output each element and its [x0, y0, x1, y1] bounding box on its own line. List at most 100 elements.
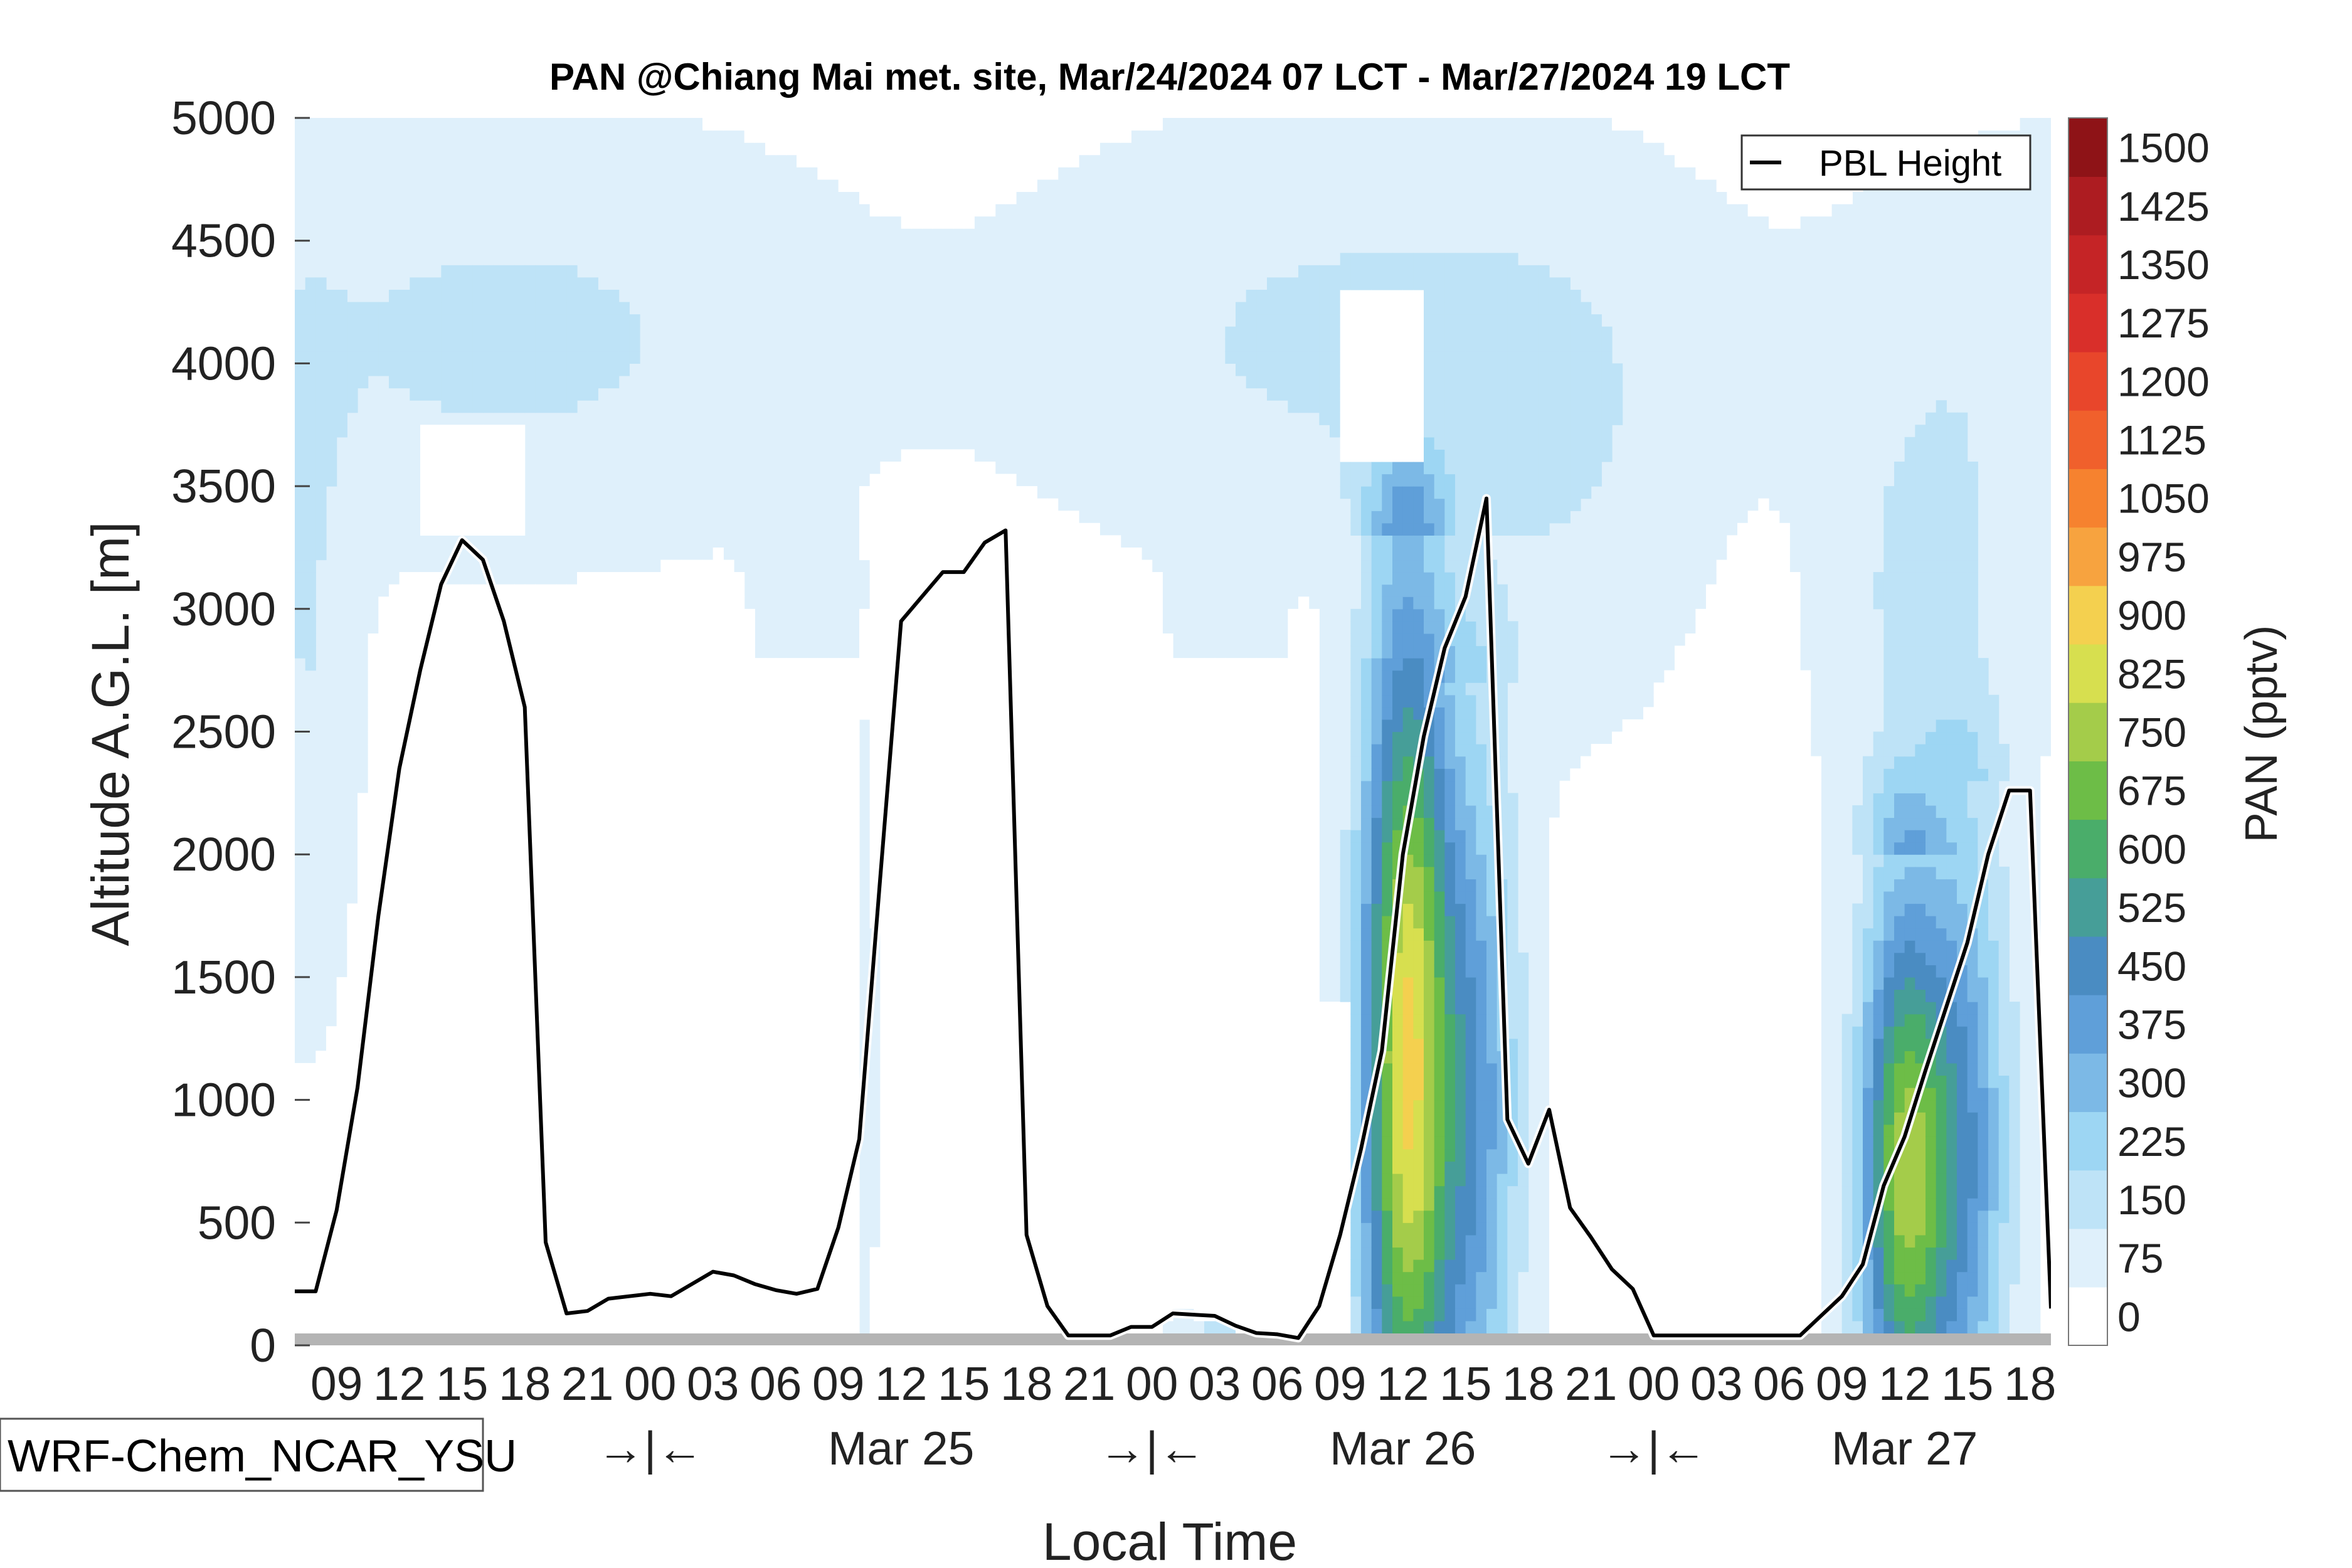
heatmap-cell-2732 — [702, 756, 714, 769]
heatmap-cell-34 — [295, 511, 306, 524]
heatmap-cell-4160 — [932, 461, 943, 475]
heatmap-cell-2925 — [734, 793, 745, 806]
heatmap-cell-60 — [305, 1247, 316, 1260]
heatmap-cell-3485 — [838, 1320, 849, 1334]
heatmap-cell-1745 — [556, 1161, 567, 1174]
heatmap-cell-1637 — [535, 670, 546, 683]
heatmap-cell-301 — [358, 1124, 369, 1137]
heatmap-cell-4812 — [1026, 1296, 1037, 1309]
heatmap-cell-4310 — [953, 633, 965, 647]
heatmap-cell-2837 — [723, 1075, 734, 1088]
heatmap-cell-2311 — [640, 1234, 651, 1248]
heatmap-cell-343 — [368, 1247, 379, 1260]
heatmap-cell-3706 — [880, 1051, 891, 1064]
heatmap-cell-1856 — [566, 707, 578, 720]
heatmap-cell-76 — [305, 658, 316, 671]
heatmap-cell-4464 — [974, 756, 985, 769]
heatmap-cell-2210 — [618, 805, 630, 818]
heatmap-cell-1128 — [472, 916, 484, 929]
heatmap-cell-2838 — [723, 1062, 734, 1076]
heatmap-cell-4476 — [974, 608, 985, 622]
heatmap-cell-2258 — [629, 1062, 640, 1076]
heatmap-cell-3634 — [869, 1284, 881, 1297]
heatmap-cell-3954 — [911, 977, 923, 990]
heatmap-cell-496 — [389, 977, 400, 990]
heatmap-cell-4210 — [943, 854, 954, 867]
heatmap-cell-2485 — [660, 645, 672, 659]
heatmap-cell-1144 — [472, 719, 484, 733]
heatmap-cell-494 — [389, 1002, 400, 1015]
heatmap-cell-4596 — [995, 1099, 1006, 1113]
heatmap-cell-2580 — [681, 1051, 692, 1064]
heatmap-cell-92 — [305, 461, 316, 475]
heatmap-cell-1106 — [472, 1185, 484, 1199]
heatmap-cell-1143 — [472, 731, 484, 744]
heatmap-cell-4571 — [985, 179, 996, 193]
heatmap-cell-4855 — [1026, 768, 1037, 781]
heatmap-cell-2693 — [702, 1234, 714, 1248]
heatmap-cell-699 — [420, 1112, 432, 1125]
heatmap-cell-2535 — [671, 817, 682, 830]
heatmap-cell-2180 — [618, 1173, 630, 1187]
heatmap-cell-569 — [399, 940, 410, 953]
heatmap-cell-804 — [430, 830, 442, 843]
heatmap-cell-2055 — [598, 965, 609, 978]
heatmap-cell-172 — [326, 1124, 337, 1137]
heatmap-cell-2604 — [681, 756, 692, 769]
heatmap-cell-3636 — [869, 1259, 881, 1273]
heatmap-cell-1418 — [504, 351, 515, 364]
heatmap-cell-4023 — [922, 1136, 933, 1150]
heatmap-cell-4124 — [932, 903, 943, 916]
heatmap-cell-229 — [336, 400, 347, 413]
heatmap-cell-4488 — [974, 461, 985, 475]
heatmap-cell-3738 — [880, 658, 891, 671]
heatmap-cell-4137 — [932, 744, 943, 757]
heatmap-cell-2569 — [681, 1185, 692, 1199]
heatmap-cell-923 — [441, 314, 452, 327]
heatmap-cell-1829 — [566, 1038, 578, 1051]
heatmap-cell-1533 — [524, 1038, 536, 1051]
heatmap-cell-1871 — [566, 351, 578, 364]
heatmap-cell-1234 — [483, 633, 494, 647]
heatmap-cell-3600 — [849, 670, 860, 683]
heatmap-cell-2304 — [640, 1320, 651, 1334]
heatmap-cell-3039 — [755, 940, 766, 953]
heatmap-cell-468 — [389, 1320, 400, 1334]
heatmap-cell-650 — [410, 817, 421, 830]
heatmap-cell-188 — [326, 388, 337, 401]
heatmap-cell-48 — [295, 339, 306, 352]
heatmap-cell-2775 — [712, 1026, 724, 1039]
heatmap-cell-3682 — [869, 118, 881, 131]
heatmap-cell-1264 — [493, 1284, 504, 1297]
heatmap-cell-4795 — [1016, 572, 1027, 585]
heatmap-cell-2710 — [702, 1026, 714, 1039]
heatmap-cell-69 — [305, 1136, 316, 1150]
heatmap-cell-328 — [358, 793, 369, 806]
heatmap-cell-2140 — [608, 793, 620, 806]
heatmap-cell-1626 — [535, 805, 546, 818]
heatmap-cell-1983 — [587, 952, 598, 965]
heatmap-cell-4665 — [1005, 1210, 1017, 1223]
heatmap-cell-2754 — [712, 1284, 724, 1297]
heatmap-cell-2638 — [692, 1124, 703, 1137]
heatmap-cell-1532 — [524, 1051, 536, 1064]
heatmap-cell-3997 — [911, 449, 923, 462]
heatmap-cell-3798 — [891, 903, 902, 916]
heatmap-cell-1278 — [493, 1112, 504, 1125]
heatmap-cell-4534 — [985, 879, 996, 892]
heatmap-cell-3459 — [828, 891, 839, 904]
heatmap-cell-1799 — [556, 326, 567, 339]
heatmap-cell-2218 — [618, 707, 630, 720]
heatmap-cell-1483 — [514, 633, 526, 647]
heatmap-cell-4603 — [995, 1014, 1006, 1027]
heatmap-cell-1524 — [524, 1148, 536, 1162]
heatmap-cell-4618 — [995, 830, 1006, 843]
heatmap-cell-1300 — [493, 842, 504, 855]
heatmap-cell-4042 — [922, 903, 933, 916]
heatmap-cell-2385 — [650, 1099, 661, 1113]
heatmap-cell-2673 — [692, 694, 703, 707]
heatmap-cell-2251 — [629, 1148, 640, 1162]
heatmap-cell-876 — [441, 952, 452, 965]
heatmap-cell-4526 — [985, 977, 996, 990]
heatmap-cell-3680 — [869, 142, 881, 156]
